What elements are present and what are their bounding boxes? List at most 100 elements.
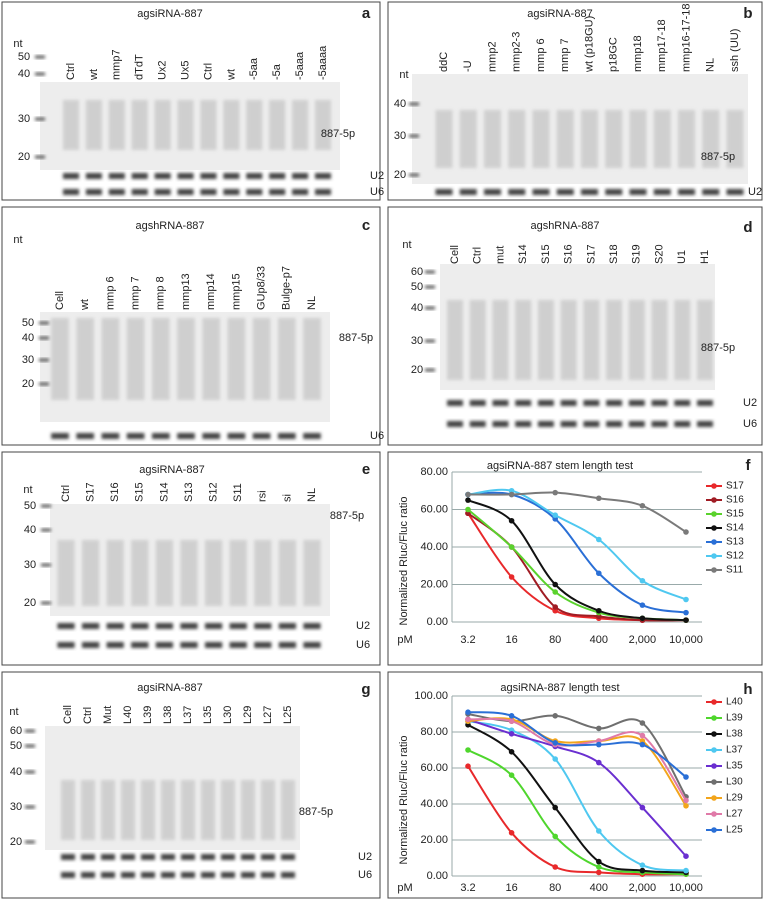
- control-band: [181, 872, 195, 878]
- control-band: [653, 189, 671, 195]
- lane-smear: [435, 110, 453, 168]
- control-band: [221, 872, 235, 878]
- control-band: [85, 173, 102, 179]
- control-band: [57, 642, 75, 648]
- lane-label: Mut: [102, 706, 114, 724]
- control-band: [61, 854, 75, 860]
- lane-smear: [126, 318, 145, 400]
- lane-label: Cell: [62, 705, 74, 724]
- data-point: [596, 725, 602, 732]
- lane-smear: [108, 100, 125, 150]
- control-band: [252, 433, 271, 439]
- data-point: [596, 864, 602, 870]
- lane-smear: [154, 100, 171, 150]
- data-point: [639, 862, 646, 868]
- lane-smear: [702, 110, 720, 168]
- control-band: [221, 854, 235, 860]
- panel-label: b: [743, 5, 752, 22]
- control-band: [537, 400, 554, 406]
- data-point: [683, 609, 689, 616]
- ladder-band: [425, 368, 435, 372]
- lane-label: p18GC: [608, 37, 620, 72]
- x-axis-label: pM: [397, 882, 412, 894]
- size-marker: 60: [10, 725, 22, 737]
- lane-label: S19: [631, 244, 643, 264]
- lane-smear: [201, 780, 215, 840]
- data-point: [465, 506, 471, 513]
- control-band: [61, 872, 75, 878]
- size-marker: 20: [411, 364, 423, 376]
- size-marker: 30: [24, 559, 36, 571]
- lane-label: L27: [262, 706, 274, 724]
- data-point: [552, 512, 558, 518]
- control-band: [155, 642, 174, 648]
- control-band: [515, 421, 532, 427]
- lane-label: L29: [242, 706, 254, 724]
- lane-smear: [221, 780, 235, 840]
- control-band: [121, 872, 135, 878]
- control-band: [628, 400, 645, 406]
- control-band: [537, 421, 554, 427]
- lane-label: S15: [540, 244, 552, 264]
- control-band: [508, 189, 526, 195]
- lane-label: L35: [202, 706, 214, 724]
- legend-label: L35: [726, 761, 743, 772]
- lane-smear: [177, 100, 194, 150]
- control-band: [85, 189, 102, 195]
- control-band: [269, 173, 286, 179]
- lane-smear: [81, 540, 100, 606]
- legend-label: S15: [726, 509, 744, 520]
- size-marker: 50: [24, 500, 36, 512]
- control-label: U6: [370, 430, 384, 442]
- lane-smear: [678, 110, 695, 168]
- legend-marker: [711, 525, 717, 531]
- lane-label: L40: [122, 706, 134, 724]
- control-band: [57, 623, 75, 629]
- control-band: [76, 433, 95, 439]
- data-point: [639, 732, 646, 739]
- legend-marker: [711, 747, 717, 753]
- data-point: [552, 604, 558, 610]
- x-tick-label: 16: [505, 882, 517, 894]
- data-point: [465, 709, 471, 715]
- control-band: [101, 872, 115, 878]
- control-band: [292, 189, 309, 195]
- control-band: [583, 421, 600, 427]
- data-point: [683, 803, 689, 809]
- data-point: [596, 570, 602, 577]
- lane-smear: [101, 318, 120, 400]
- lane-label: Ux5: [179, 60, 191, 80]
- data-point: [508, 544, 515, 550]
- size-marker: 20: [10, 836, 22, 848]
- control-band: [202, 433, 221, 439]
- control-band: [81, 623, 100, 629]
- lane-label: GUp8/33: [256, 266, 268, 310]
- lane-smear: [204, 540, 223, 606]
- series-line: [467, 488, 687, 601]
- control-band: [651, 421, 668, 427]
- x-tick-label: 3.2: [460, 634, 475, 646]
- control-label: U6: [370, 186, 384, 198]
- lane-label: S20: [653, 244, 665, 264]
- control-band: [246, 173, 263, 179]
- data-point: [552, 581, 558, 588]
- legend-label: S16: [726, 495, 744, 506]
- size-unit: nt: [13, 234, 22, 246]
- legend-label: L27: [726, 809, 743, 820]
- x-tick-label: 16: [505, 634, 517, 646]
- control-band: [560, 421, 577, 427]
- control-band: [605, 189, 623, 195]
- lane-label: -5a: [271, 63, 283, 80]
- control-band: [269, 189, 286, 195]
- lane-label: L37: [182, 706, 194, 724]
- control-band: [154, 173, 171, 179]
- band-label: 887-5p: [321, 128, 355, 140]
- data-point: [596, 759, 602, 766]
- lane-label: S13: [183, 482, 195, 502]
- lane-label: ddC: [438, 52, 450, 72]
- control-band: [254, 642, 272, 648]
- data-point: [552, 589, 558, 595]
- y-axis-label: Normalized Rluc/Fluc ratio: [398, 497, 410, 626]
- control-band: [435, 189, 453, 195]
- ladder-band: [41, 601, 51, 605]
